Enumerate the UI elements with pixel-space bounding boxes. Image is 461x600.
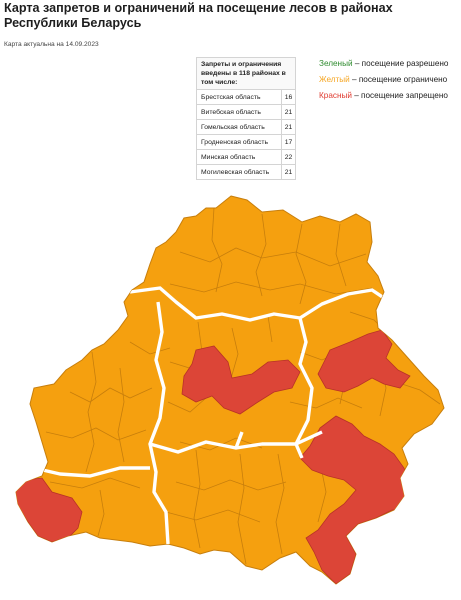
- banned-area-gomel: [299, 415, 413, 584]
- region-name: Брестская область: [196, 89, 282, 105]
- map-date-note: Карта актуальна на 14.09.2023: [4, 41, 99, 48]
- legend-color-word: Красный: [319, 91, 352, 100]
- legend-item-green: Зеленый – посещение разрешено: [319, 56, 448, 72]
- legend: Зеленый – посещение разрешено Желтый – п…: [319, 56, 448, 104]
- region-count: 21: [281, 104, 296, 120]
- region-name: Минская область: [196, 149, 282, 165]
- banned-districts: [16, 329, 413, 584]
- page-title: Карта запретов и ограничений на посещени…: [4, 1, 393, 30]
- legend-text: – посещение разрешено: [352, 59, 449, 68]
- region-count: 21: [281, 119, 296, 135]
- region-count: 17: [281, 134, 296, 150]
- table-row: Гомельская область 21: [196, 119, 296, 135]
- table-header: Запреты и ограничения введены в 118 райо…: [196, 57, 296, 90]
- region-name: Гродненская область: [196, 134, 282, 150]
- table-row: Брестская область 16: [196, 89, 296, 105]
- banned-area-mogilev: [317, 329, 411, 393]
- banned-area-minsk: [181, 345, 301, 415]
- banned-area-brest: [16, 477, 83, 543]
- legend-color-word: Зеленый: [319, 59, 353, 68]
- legend-text: – посещение ограничено: [349, 75, 448, 84]
- region-count: 22: [281, 149, 296, 165]
- table-row: Минская область 22: [196, 149, 296, 165]
- belarus-map: [15, 195, 445, 585]
- oblast-borders: [33, 286, 385, 545]
- regions-table: Запреты и ограничения введены в 118 райо…: [196, 57, 296, 180]
- legend-item-yellow: Желтый – посещение ограничено: [319, 72, 448, 88]
- legend-color-word: Желтый: [319, 75, 350, 84]
- region-name: Могилевская область: [196, 164, 282, 180]
- table-row: Витебская область 21: [196, 104, 296, 120]
- legend-item-red: Красный – посещение запрещено: [319, 88, 448, 104]
- table-row: Гродненская область 17: [196, 134, 296, 150]
- region-name: Витебская область: [196, 104, 282, 120]
- region-count: 16: [281, 89, 296, 105]
- region-count: 21: [281, 164, 296, 180]
- table-row: Могилевская область 21: [196, 164, 296, 180]
- legend-text: – посещение запрещено: [351, 91, 448, 100]
- region-name: Гомельская область: [196, 119, 282, 135]
